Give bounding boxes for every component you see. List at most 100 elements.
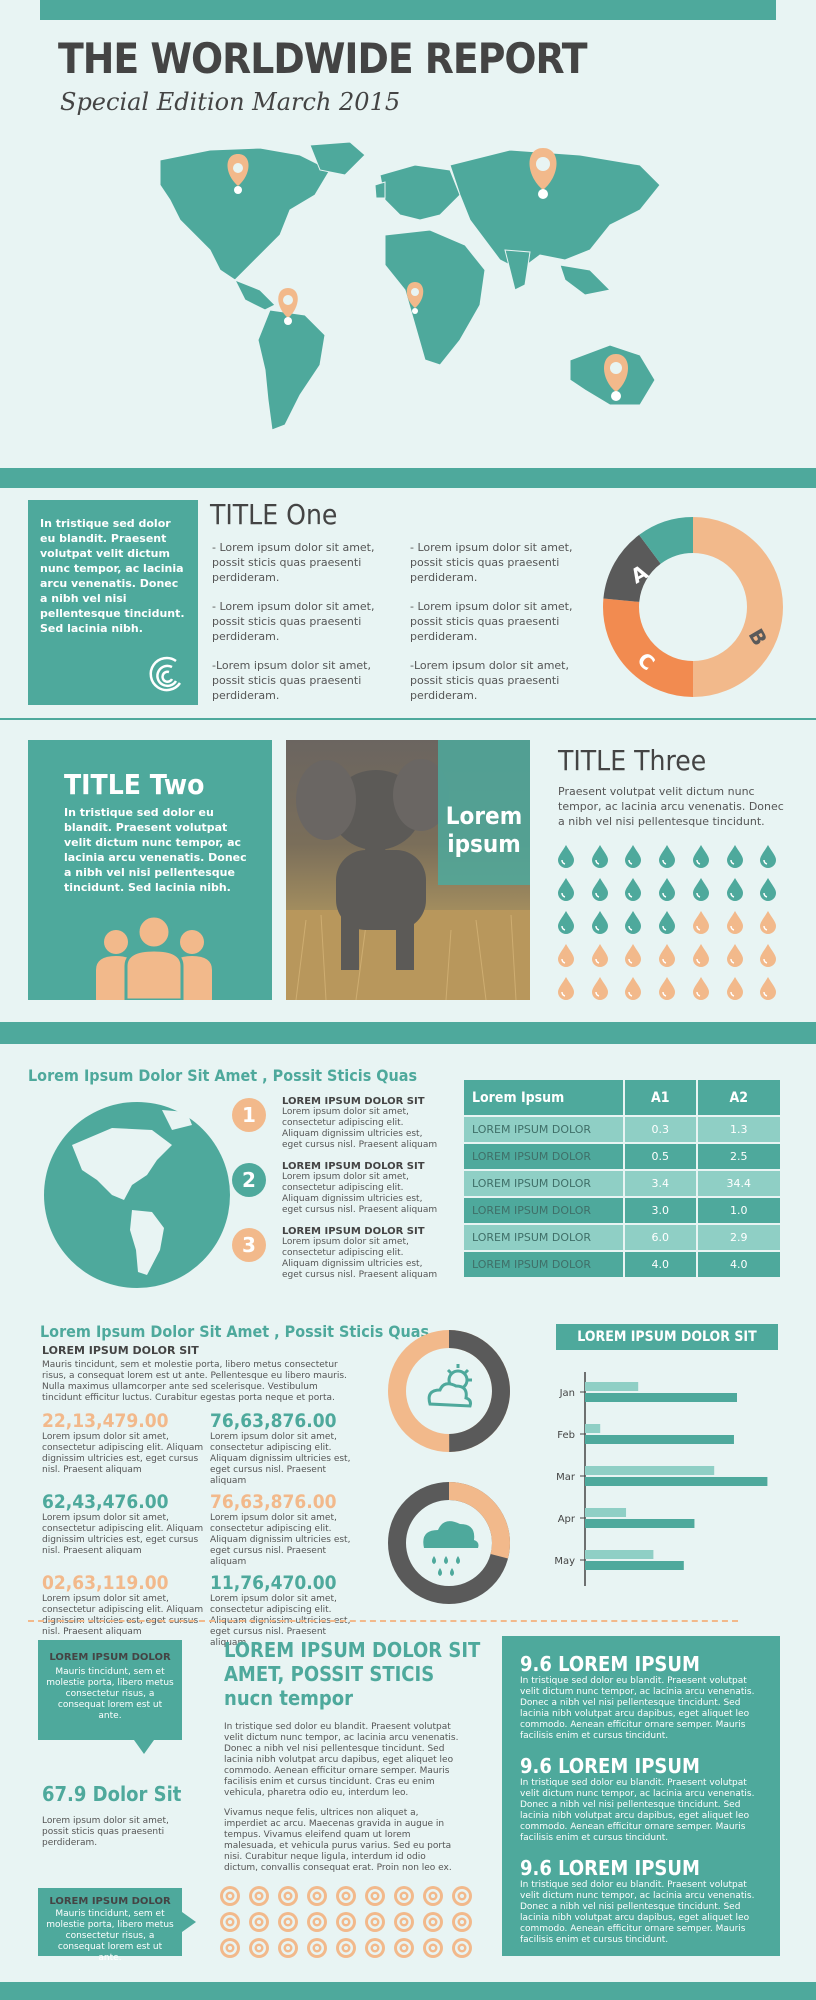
drop-icon <box>760 878 777 901</box>
dashed-divider <box>28 1620 738 1622</box>
drop-icon <box>591 878 608 901</box>
table-cell-value: 1.3 <box>696 1116 783 1144</box>
target-icon <box>307 1938 327 1958</box>
stat-item: 62,43,476.00 Lorem ipsum dolor sit amet, … <box>42 1491 210 1568</box>
stat-item: 76,63,876.00 Lorem ipsum dolor sit amet, … <box>210 1491 362 1568</box>
target-icon <box>423 1886 443 1906</box>
intro-text: In tristique sed dolor eu blandit. Praes… <box>40 517 185 635</box>
drops-grid <box>556 844 792 1000</box>
drop-icon <box>726 977 743 1000</box>
map-india <box>504 249 531 291</box>
drop-icon <box>760 911 777 934</box>
callout-box-1: LOREM IPSUM DOLOR Mauris tincidunt, sem … <box>38 1640 182 1754</box>
target-icon <box>336 1938 356 1958</box>
map-uk <box>374 181 386 199</box>
step-text: Lorem ipsum dolor sit amet, consectetur … <box>282 1107 438 1150</box>
step-title: LOREM IPSUM DOLOR SIT <box>282 1096 425 1107</box>
title-two-box: TITLE Two In tristique sed dolor eu blan… <box>28 740 272 1000</box>
map-south-america <box>257 309 326 431</box>
table-header: Lorem Ipsum <box>464 1080 625 1117</box>
drop-icon <box>726 845 743 868</box>
mid-title-line: LOREM IPSUM DOLOR SIT <box>224 1638 481 1662</box>
drop-icon <box>591 845 608 868</box>
table-cell-label: LOREM IPSUM DOLOR <box>464 1197 625 1225</box>
step-title: LOREM IPSUM DOLOR SIT <box>282 1226 425 1237</box>
bar-dark-mar <box>585 1477 768 1486</box>
drop-icon <box>659 944 676 967</box>
mid-title-line: nucn tempor <box>224 1686 354 1710</box>
drop-icon <box>692 977 709 1000</box>
right-block: 9.6 LOREM IPSUM In tristique sed dolor e… <box>520 1754 762 1844</box>
bar-category-label: Jan <box>559 1388 575 1399</box>
mid-title-line: AMET, POSSIT STICIS <box>224 1662 435 1686</box>
drop-icon <box>692 944 709 967</box>
target-icon <box>394 1912 414 1932</box>
title-two-text: In tristique sed dolor eu blandit. Praes… <box>64 806 247 894</box>
people-icon <box>96 914 212 1000</box>
target-icon <box>365 1886 385 1906</box>
table-cell-label: LOREM IPSUM DOLOR <box>464 1170 625 1198</box>
drop-icon <box>760 977 777 1000</box>
map-north-america <box>159 147 331 281</box>
drop-icon <box>558 878 574 901</box>
stat-value: 02,63,119.00 <box>42 1572 169 1594</box>
mid-paragraph-1: In tristique sed dolor eu blandit. Praes… <box>224 1722 459 1798</box>
callout-arrow <box>182 1912 196 1932</box>
table-cell-label: LOREM IPSUM DOLOR <box>464 1116 625 1144</box>
callout-box-2: LOREM IPSUM DOLOR Mauris tincidunt, sem … <box>38 1888 196 1963</box>
divider-band <box>0 468 816 488</box>
right-block: 9.6 LOREM IPSUM In tristique sed dolor e… <box>520 1652 762 1742</box>
stat-value: 62,43,476.00 <box>42 1491 169 1513</box>
stat-title: 67.9 Dolor Sit <box>42 1782 182 1806</box>
right-blocks: 9.6 LOREM IPSUM In tristique sed dolor e… <box>502 1636 780 1956</box>
drop-icon <box>558 944 574 967</box>
drop-icon <box>591 911 608 934</box>
title-three-text: Praesent volutpat velit dictum nunc temp… <box>558 785 784 828</box>
target-icon <box>278 1886 298 1906</box>
right-block-title: 9.6 LOREM IPSUM <box>520 1754 700 1778</box>
table-header: A1 <box>624 1080 698 1117</box>
table-cell-value: 34.4 <box>696 1170 783 1198</box>
bar-light-feb <box>585 1424 601 1433</box>
stat-value: 76,63,876.00 <box>210 1410 337 1432</box>
map-central-america <box>233 279 276 311</box>
mid-title: LOREM IPSUM DOLOR SIT AMET, POSSIT STICI… <box>224 1638 480 1710</box>
step-item: 2 LOREM IPSUM DOLOR SIT Lorem ipsum dolor… <box>232 1161 442 1216</box>
table-row: LOREM IPSUM DOLOR 6.0 2.9 <box>464 1224 783 1252</box>
right-block: 9.6 LOREM IPSUM In tristique sed dolor e… <box>520 1856 762 1946</box>
bar-light-mar <box>585 1466 715 1475</box>
right-block-title: 9.6 LOREM IPSUM <box>520 1652 700 1676</box>
target-icon <box>423 1912 443 1932</box>
target-icon <box>220 1938 240 1958</box>
table-header: A2 <box>696 1080 783 1117</box>
bullet: -Lorem ipsum dolor sit amet, possit stic… <box>212 659 371 702</box>
rain-donut <box>388 1482 510 1604</box>
table-row: LOREM IPSUM DOLOR 3.0 1.0 <box>464 1197 783 1225</box>
callout-text: Mauris tincidunt, sem et molestie porta,… <box>46 1909 174 1963</box>
drop-icon <box>558 977 574 1000</box>
stat-value: 22,13,479.00 <box>42 1410 169 1432</box>
callout-title: LOREM IPSUM DOLOR <box>49 1896 171 1907</box>
drop-icon <box>625 845 642 868</box>
thin-divider <box>0 718 816 720</box>
pin-icon <box>227 154 249 194</box>
target-icon <box>307 1912 327 1932</box>
table-cell-value: 3.4 <box>624 1170 698 1198</box>
step-text: Lorem ipsum dolor sit amet, consectetur … <box>282 1172 438 1215</box>
report-subtitle: Special Edition March 2015 <box>60 88 401 116</box>
step-item: 1 LOREM IPSUM DOLOR SIT Lorem ipsum dolor… <box>232 1096 442 1151</box>
bullet: - Lorem ipsum dolor sit amet, possit sti… <box>410 600 573 643</box>
stat-text: Lorem ipsum dolor sit amet, consectetur … <box>42 1432 204 1475</box>
callout-title: LOREM IPSUM DOLOR <box>49 1652 171 1663</box>
drop-icon <box>591 944 608 967</box>
title-two: TITLE Two <box>64 768 205 801</box>
report-title: THE WORLDWIDE REPORT <box>58 34 588 83</box>
right-block-text: In tristique sed dolor eu blandit. Praes… <box>520 1880 755 1945</box>
target-icon <box>278 1938 298 1958</box>
target-icon <box>249 1886 269 1906</box>
drop-icon <box>659 845 676 868</box>
target-icons-grid <box>220 1886 472 1958</box>
section4-subheading: LOREM IPSUM DOLOR SIT <box>42 1344 199 1357</box>
drop-icon <box>692 911 709 934</box>
bullet: - Lorem ipsum dolor sit amet, possit sti… <box>212 541 375 584</box>
